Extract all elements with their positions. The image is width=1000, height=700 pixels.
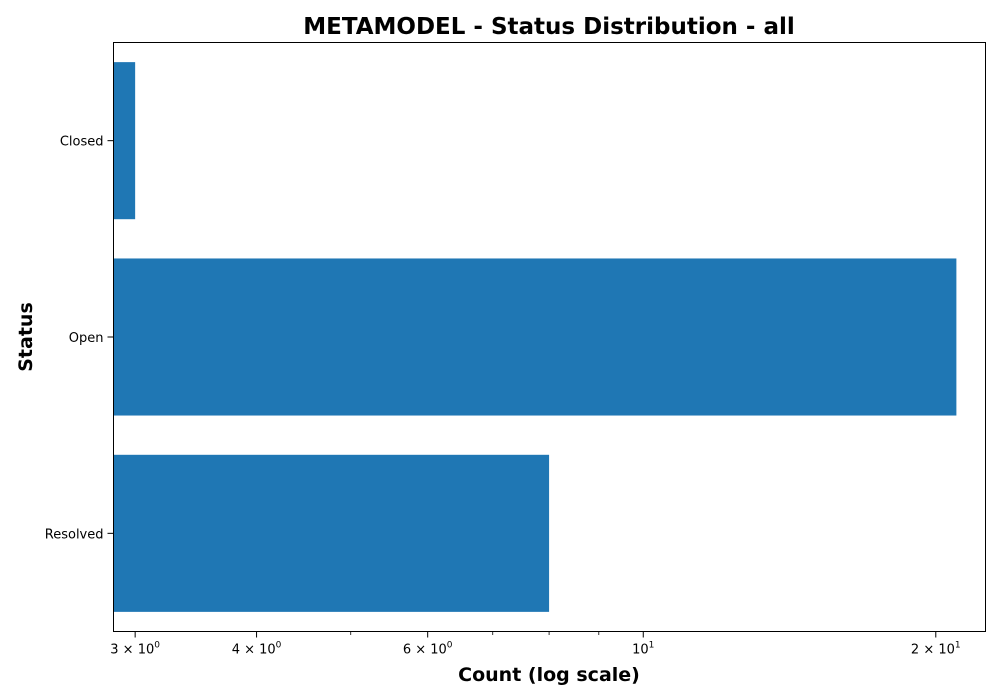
x-tick-label-4: 4 × 100 <box>232 641 282 658</box>
x-tick-label-10: 101 <box>632 641 654 658</box>
plot-frame <box>113 42 986 632</box>
x-axis-label: Count (log scale) <box>458 664 640 686</box>
y-tick-label-resolved: Resolved <box>45 527 104 542</box>
x-tick-label-20: 2 × 101 <box>911 641 961 658</box>
chart-title: METAMODEL - Status Distribution - all <box>303 14 795 40</box>
x-tick-label-3: 3 × 100 <box>110 641 160 658</box>
bar-open <box>113 258 957 416</box>
y-axis-label: Status <box>15 302 37 372</box>
y-tick-label-open: Open <box>69 331 104 346</box>
y-tick-label-closed: Closed <box>60 135 104 150</box>
bar-closed <box>113 62 136 220</box>
plot-area: Closed Open Resolved 3 × 100 4 × 100 6 × 100 1… <box>45 62 961 658</box>
bar-resolved <box>113 454 550 612</box>
x-tick-label-6: 6 × 100 <box>403 641 453 658</box>
